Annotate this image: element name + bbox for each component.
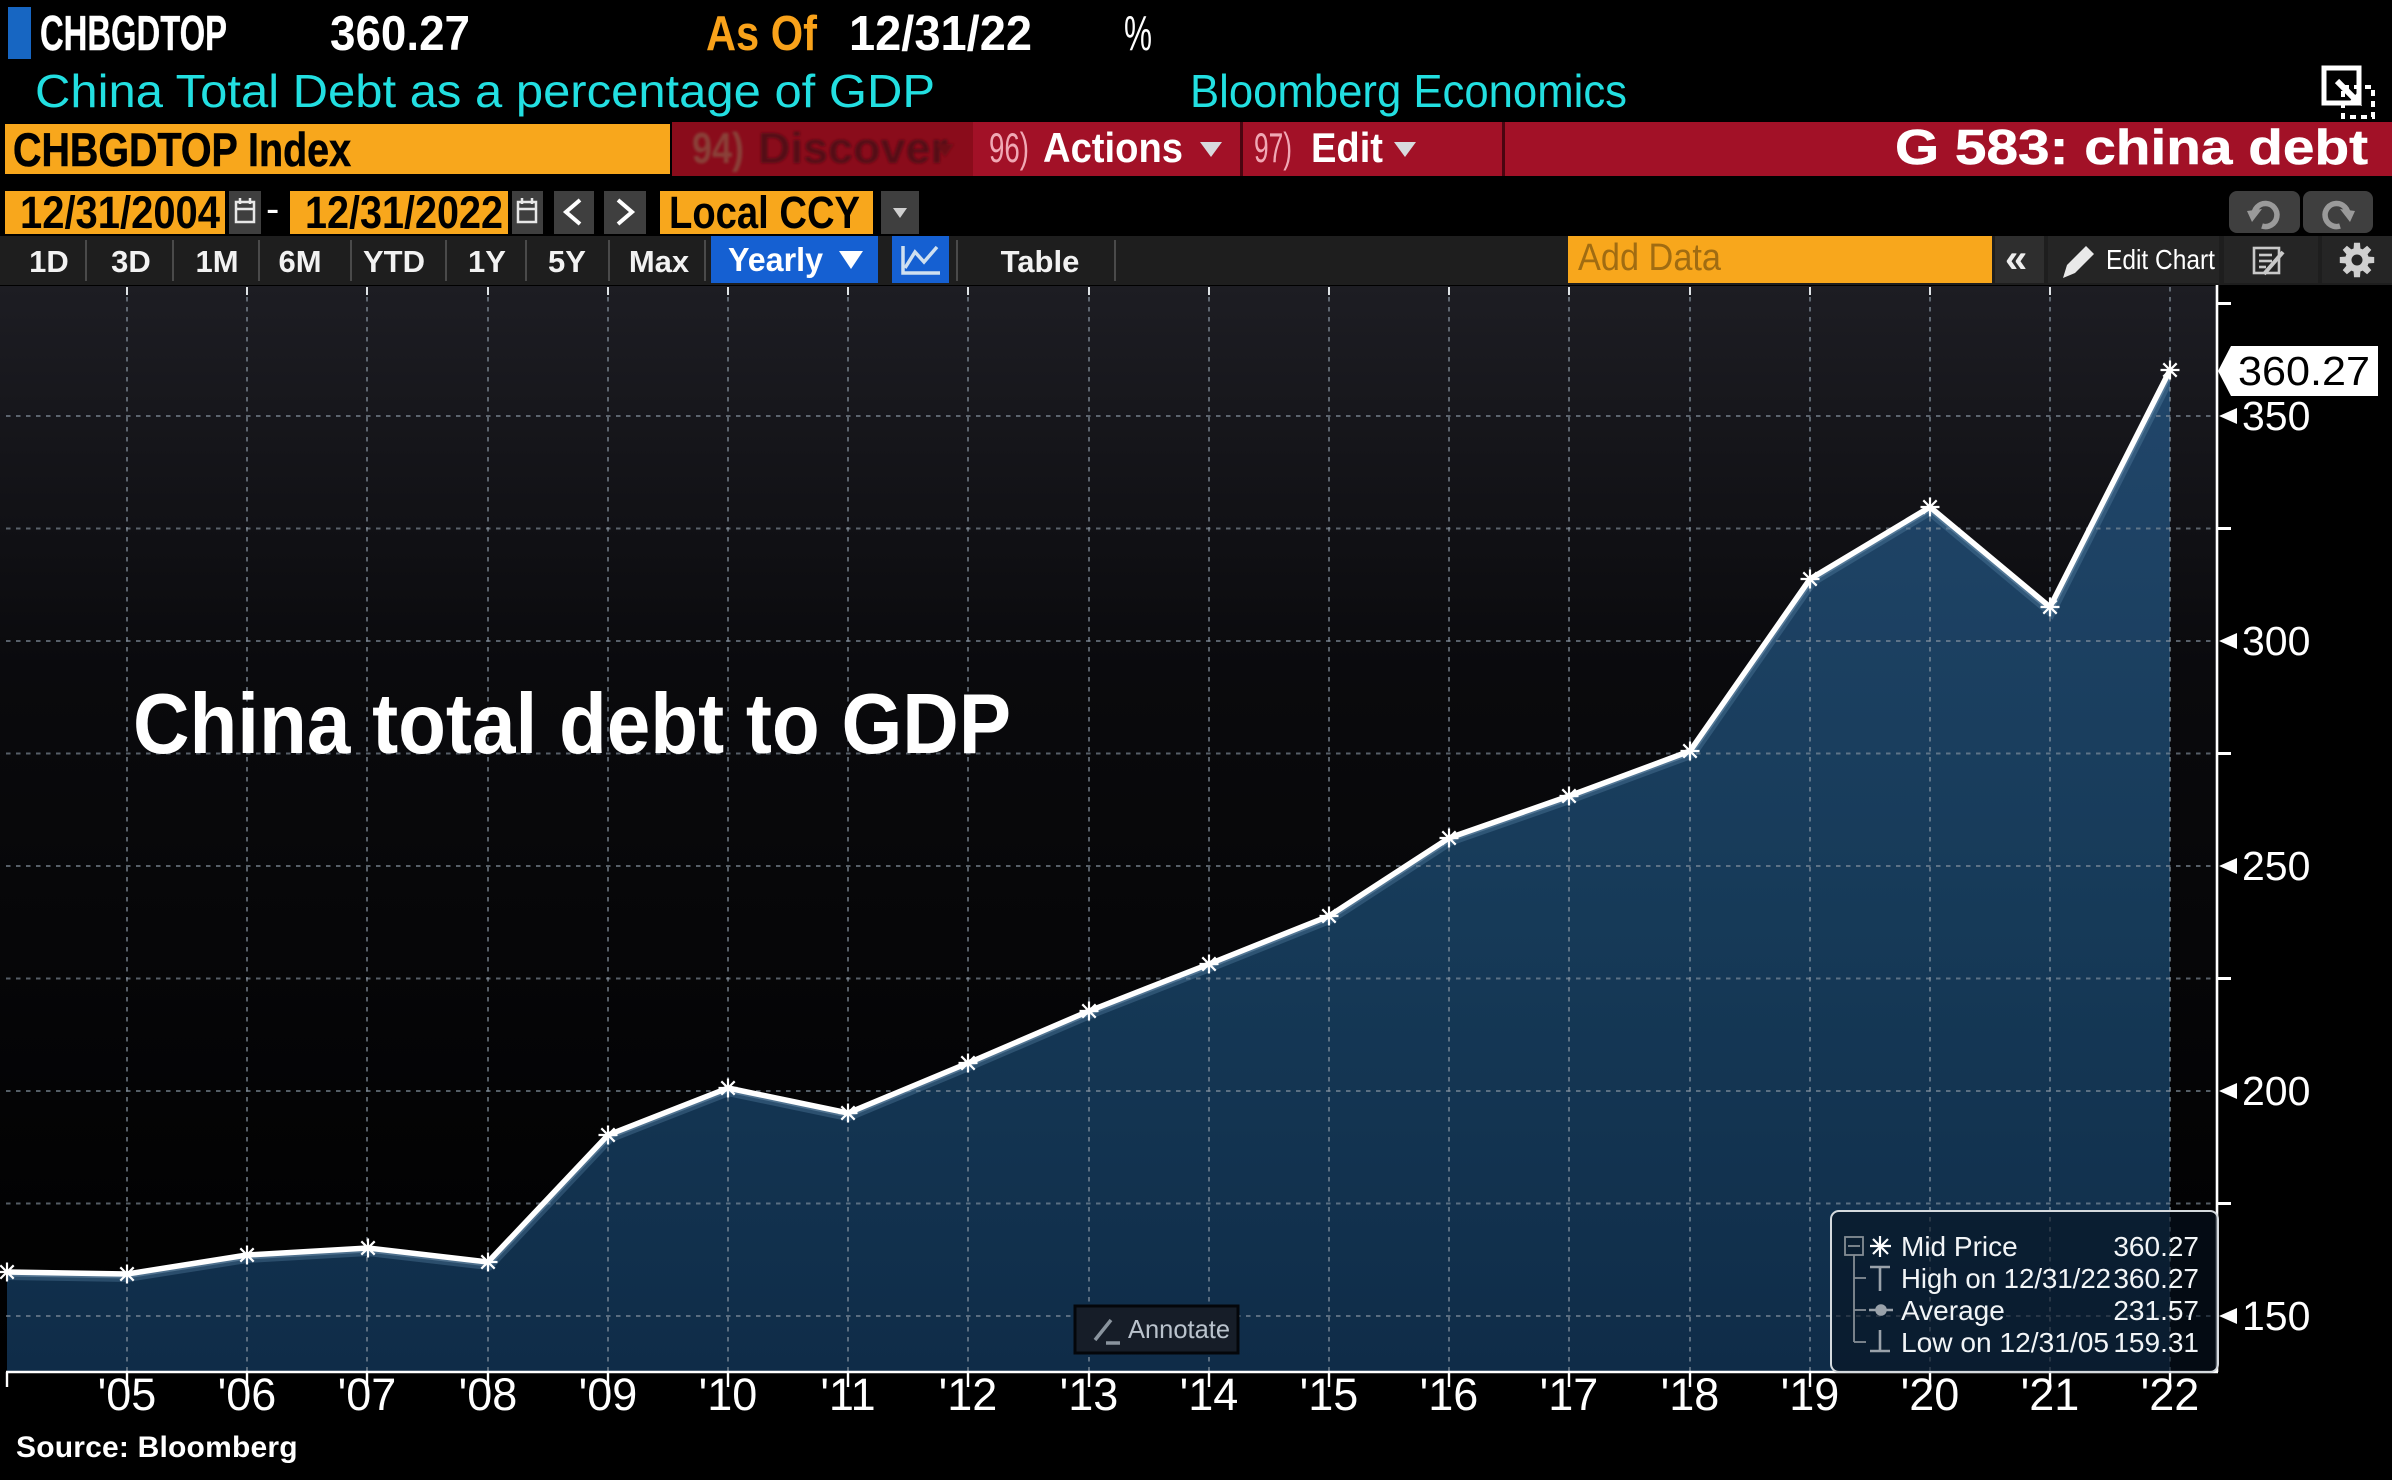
svg-text:%: % — [1124, 7, 1152, 61]
svg-text:'19: '19 — [1781, 1369, 1840, 1420]
svg-text:97): 97) — [1254, 124, 1292, 171]
svg-text:«: « — [2005, 237, 2027, 281]
svg-text:G 583: china debt: G 583: china debt — [1895, 121, 2368, 175]
svg-text:200: 200 — [2242, 1068, 2310, 1114]
svg-text:CHBGDTOP Index: CHBGDTOP Index — [13, 123, 351, 176]
svg-text:360.27: 360.27 — [330, 7, 470, 61]
svg-text:Mid Price: Mid Price — [1901, 1231, 2018, 1262]
svg-text:300: 300 — [2242, 618, 2310, 664]
svg-text:'21: '21 — [2021, 1369, 2080, 1420]
svg-text:Table: Table — [1001, 244, 1080, 279]
svg-text:'16: '16 — [1420, 1369, 1479, 1420]
svg-text:96): 96) — [989, 124, 1029, 171]
svg-text:Yearly: Yearly — [728, 241, 824, 278]
svg-text:150: 150 — [2242, 1293, 2310, 1339]
svg-text:'09: '09 — [579, 1369, 638, 1420]
svg-text:'05: '05 — [98, 1369, 157, 1420]
svg-text:350: 350 — [2242, 393, 2310, 439]
svg-text:3D: 3D — [111, 244, 151, 279]
svg-text:360.27: 360.27 — [2113, 1263, 2199, 1294]
svg-text:'15: '15 — [1300, 1369, 1359, 1420]
svg-text:Add Data: Add Data — [1578, 237, 1722, 279]
svg-text:Source: Bloomberg: Source: Bloomberg — [16, 1431, 298, 1464]
svg-text:YTD: YTD — [363, 244, 425, 279]
svg-text:12/31/2022: 12/31/2022 — [305, 187, 503, 238]
svg-text:Bloomberg Economics: Bloomberg Economics — [1190, 65, 1627, 117]
svg-text:As Of: As Of — [706, 7, 818, 61]
svg-text:360.27: 360.27 — [2238, 348, 2370, 394]
svg-text:Max: Max — [629, 244, 690, 279]
svg-text:1Y: 1Y — [468, 244, 506, 279]
svg-text:360.27: 360.27 — [2113, 1231, 2199, 1262]
svg-text:'18: '18 — [1661, 1369, 1720, 1420]
svg-text:'17: '17 — [1540, 1369, 1599, 1420]
svg-text:Average: Average — [1901, 1295, 2005, 1326]
svg-text:China Total Debt as a percenta: China Total Debt as a percentage of GDP — [35, 65, 935, 117]
svg-text:94): 94) — [692, 124, 744, 173]
svg-text:231.57: 231.57 — [2113, 1295, 2199, 1326]
svg-text:250: 250 — [2242, 843, 2310, 889]
svg-text:'22: '22 — [2141, 1369, 2200, 1420]
svg-text:Low on 12/31/05: Low on 12/31/05 — [1901, 1327, 2109, 1358]
svg-text:'07: '07 — [338, 1369, 397, 1420]
svg-text:China total debt to GDP: China total debt to GDP — [133, 677, 1011, 772]
svg-text:'10: '10 — [699, 1369, 758, 1420]
svg-text:High on 12/31/22: High on 12/31/22 — [1901, 1263, 2111, 1294]
svg-text:Discover: Discover — [758, 124, 948, 173]
svg-text:6M: 6M — [278, 244, 321, 279]
svg-text:Annotate: Annotate — [1128, 1314, 1230, 1344]
svg-text:'20: '20 — [1901, 1369, 1960, 1420]
svg-text:1M: 1M — [195, 244, 238, 279]
svg-text:'13: '13 — [1060, 1369, 1119, 1420]
svg-text:12/31/2004: 12/31/2004 — [20, 187, 220, 238]
svg-text:159.31: 159.31 — [2113, 1327, 2199, 1358]
svg-text:'12: '12 — [939, 1369, 998, 1420]
svg-text:Local CCY: Local CCY — [669, 187, 860, 238]
svg-text:12/31/22: 12/31/22 — [849, 7, 1032, 61]
svg-text:-: - — [266, 187, 279, 231]
svg-text:Edit Chart: Edit Chart — [2106, 244, 2215, 275]
svg-text:'14: '14 — [1180, 1369, 1239, 1420]
svg-text:'06: '06 — [218, 1369, 277, 1420]
svg-text:Edit: Edit — [1311, 124, 1383, 171]
svg-text:1D: 1D — [29, 244, 69, 279]
svg-text:'08: '08 — [459, 1369, 518, 1420]
svg-text:Actions: Actions — [1043, 124, 1183, 171]
svg-text:5Y: 5Y — [548, 244, 586, 279]
svg-text:CHBGDTOP: CHBGDTOP — [40, 7, 227, 61]
svg-text:'11: '11 — [820, 1369, 875, 1420]
